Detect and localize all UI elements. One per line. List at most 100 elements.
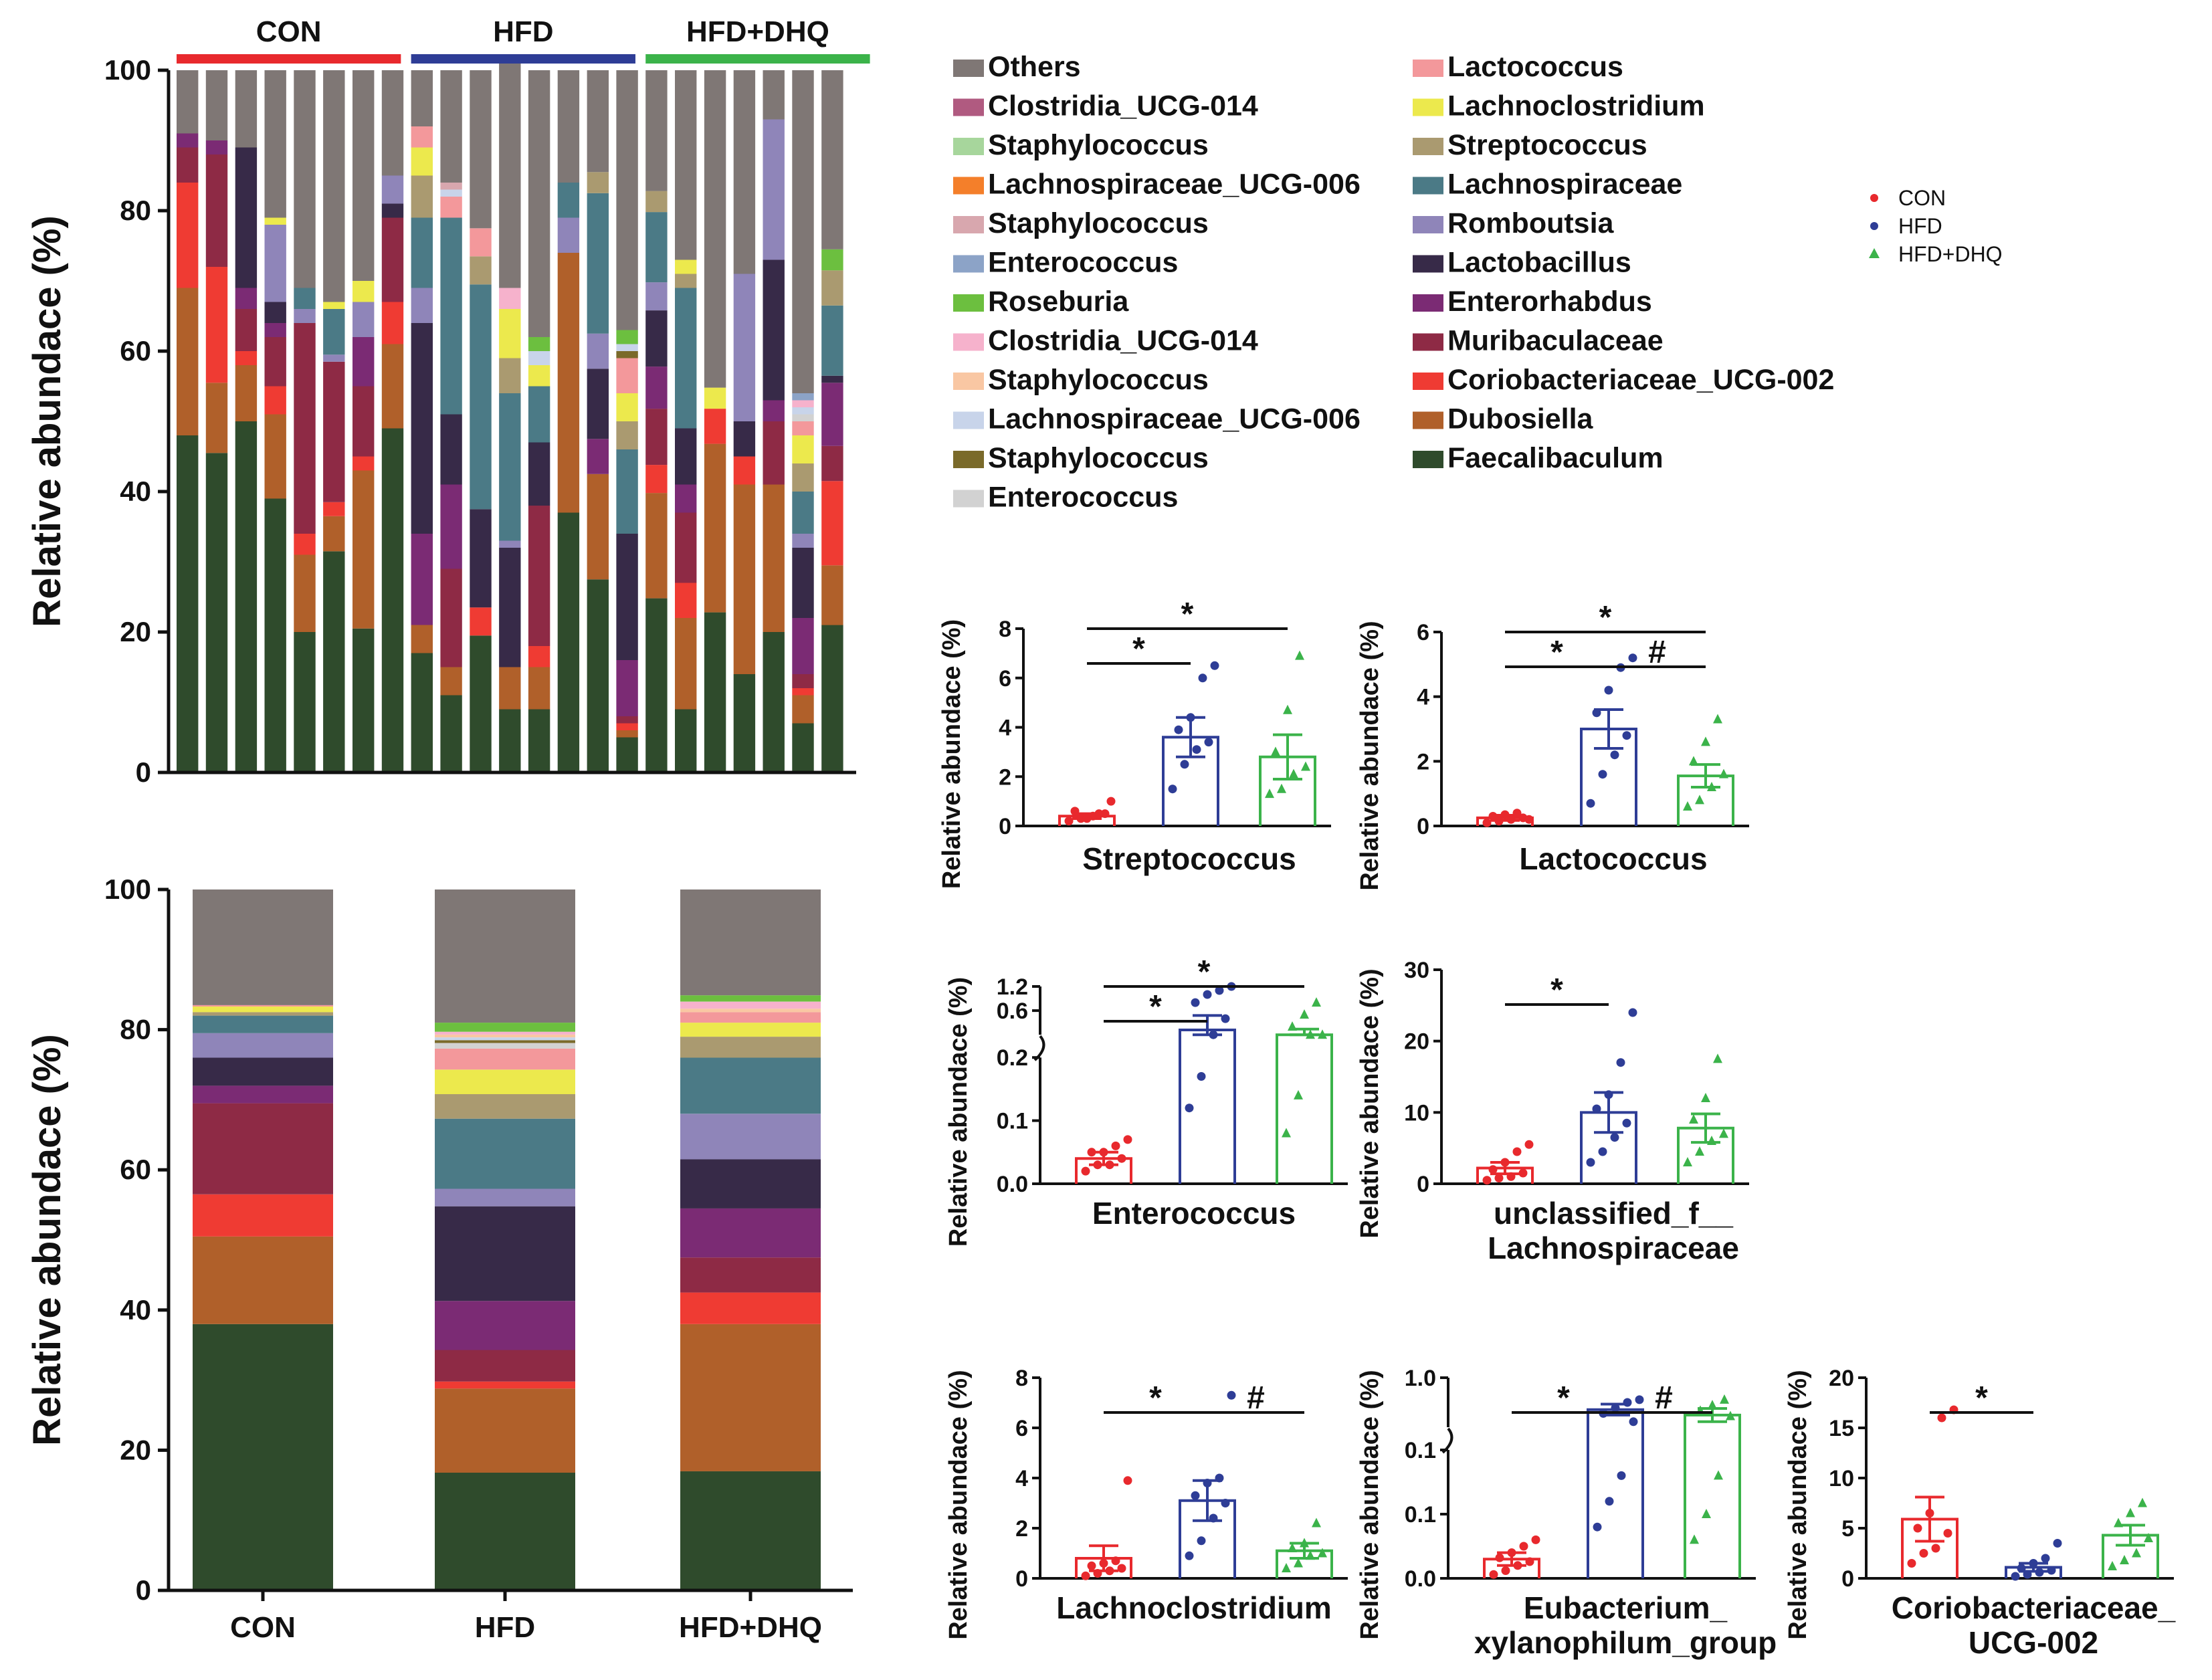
stack-segment: [411, 126, 433, 148]
y-axis-label: Relative abundace (%): [1356, 1370, 1384, 1639]
stack-segment: [499, 288, 521, 309]
data-point: [1070, 807, 1080, 816]
legend-label: Coriobacteriaceae_UCG-002: [1447, 364, 1834, 396]
data-point: [1913, 1524, 1922, 1533]
data-point: [1192, 745, 1201, 754]
y-tick-label: 4: [1417, 685, 1429, 710]
stack-segment: [205, 383, 228, 453]
stack-segment: [381, 203, 404, 218]
stack-segment: [675, 70, 697, 260]
stack-segment: [587, 172, 609, 193]
stack-segment: [294, 554, 316, 632]
data-point: [1592, 708, 1601, 718]
data-point: [1701, 736, 1710, 746]
legend-label: Lachnospiraceae: [1447, 169, 1682, 201]
stack-segment: [645, 212, 668, 283]
stack-segment: [381, 175, 404, 204]
data-point: [1087, 1561, 1096, 1570]
legend-swatch: [1413, 138, 1443, 155]
stack-segment: [177, 183, 199, 288]
stack-segment: [435, 1472, 575, 1590]
stack-segment: [680, 1471, 821, 1590]
stack-segment: [235, 365, 258, 421]
y-tick-label: 20: [120, 1434, 151, 1465]
stack-segment: [381, 428, 404, 772]
y-tick-label: 6: [1015, 1416, 1028, 1441]
legend-swatch: [1413, 216, 1443, 233]
data-point: [1489, 1570, 1498, 1579]
stack-segment: [528, 442, 550, 506]
y-tick-label: 0.1: [1405, 1502, 1436, 1528]
y-axis-label: Relative abundace (%): [944, 1370, 973, 1639]
stack-segment: [264, 302, 286, 323]
stack-segment: [205, 267, 228, 383]
data-point: [1186, 713, 1195, 722]
legend-label: Enterococcus: [988, 247, 1178, 279]
stack-segment: [704, 70, 726, 388]
legend-swatch: [953, 255, 984, 273]
stack-segment: [680, 1057, 821, 1114]
data-point: [1277, 783, 1286, 793]
data-point: [1288, 1543, 1297, 1552]
stack-segment: [235, 70, 258, 148]
stack-segment: [193, 889, 333, 1005]
data-point: [1295, 650, 1304, 660]
x-axis-label: xylanophilum_group: [1474, 1625, 1777, 1660]
legend-swatch: [953, 138, 984, 155]
stack-segment: [435, 1069, 575, 1094]
stack-segment: [792, 407, 814, 415]
data-point: [1683, 801, 1692, 811]
y-tick-label: 0: [1417, 1172, 1429, 1197]
data-point: [1093, 1160, 1102, 1170]
stack-segment: [381, 344, 404, 429]
stack-segment: [645, 366, 668, 409]
stack-segment: [557, 512, 580, 772]
sig-mark: *: [1198, 954, 1211, 990]
y-axis-label: Relative abundace (%): [944, 977, 973, 1247]
stack-segment: [440, 183, 462, 190]
stack-segment: [440, 217, 462, 415]
data-point: [1519, 1542, 1528, 1551]
stack-segment: [792, 414, 814, 421]
stack-segment: [645, 191, 668, 213]
stack-segment: [680, 1037, 821, 1058]
y-axis-label: Relative abundace (%): [25, 1034, 69, 1446]
data-point: [1622, 731, 1631, 740]
y-tick-label: 40: [120, 1294, 151, 1326]
stack-segment: [528, 351, 550, 365]
stack-segment: [528, 365, 550, 387]
group-label: CON: [256, 15, 322, 48]
stack-segment: [353, 386, 375, 457]
legend-swatch: [1413, 411, 1443, 429]
stack-segment: [821, 445, 843, 482]
data-point: [1494, 817, 1504, 826]
legend-swatch: [953, 98, 984, 116]
data-point: [1099, 1148, 1108, 1157]
data-point: [1111, 1141, 1120, 1150]
stack-segment: [177, 133, 199, 148]
stack-segment: [680, 1009, 821, 1013]
y-tick-label: 20: [1829, 1366, 1854, 1391]
data-point: [1209, 1513, 1218, 1523]
stack-segment: [205, 70, 228, 140]
data-point: [1623, 1398, 1632, 1407]
legend-label: Lachnospiraceae_UCG-006: [988, 403, 1361, 435]
data-point: [1204, 738, 1213, 747]
legend-swatch: [1413, 60, 1443, 77]
data-point: [1513, 1561, 1522, 1570]
sig-mark: *: [1181, 597, 1194, 632]
data-point: [1500, 1158, 1510, 1167]
data-point: [1318, 1548, 1327, 1558]
stack-segment: [411, 625, 433, 653]
data-point: [1610, 1133, 1619, 1142]
stack-segment: [499, 393, 521, 541]
data-point: [1271, 746, 1280, 756]
stack-segment: [193, 1236, 333, 1324]
stack-segment: [680, 1001, 821, 1009]
stack-segment: [440, 197, 462, 218]
data-point: [1495, 1553, 1504, 1562]
stack-segment: [616, 351, 638, 358]
data-point: [1306, 1029, 1315, 1039]
legend-swatch: [953, 294, 984, 312]
y-axis-label: Relative abundace (%): [1356, 621, 1384, 890]
